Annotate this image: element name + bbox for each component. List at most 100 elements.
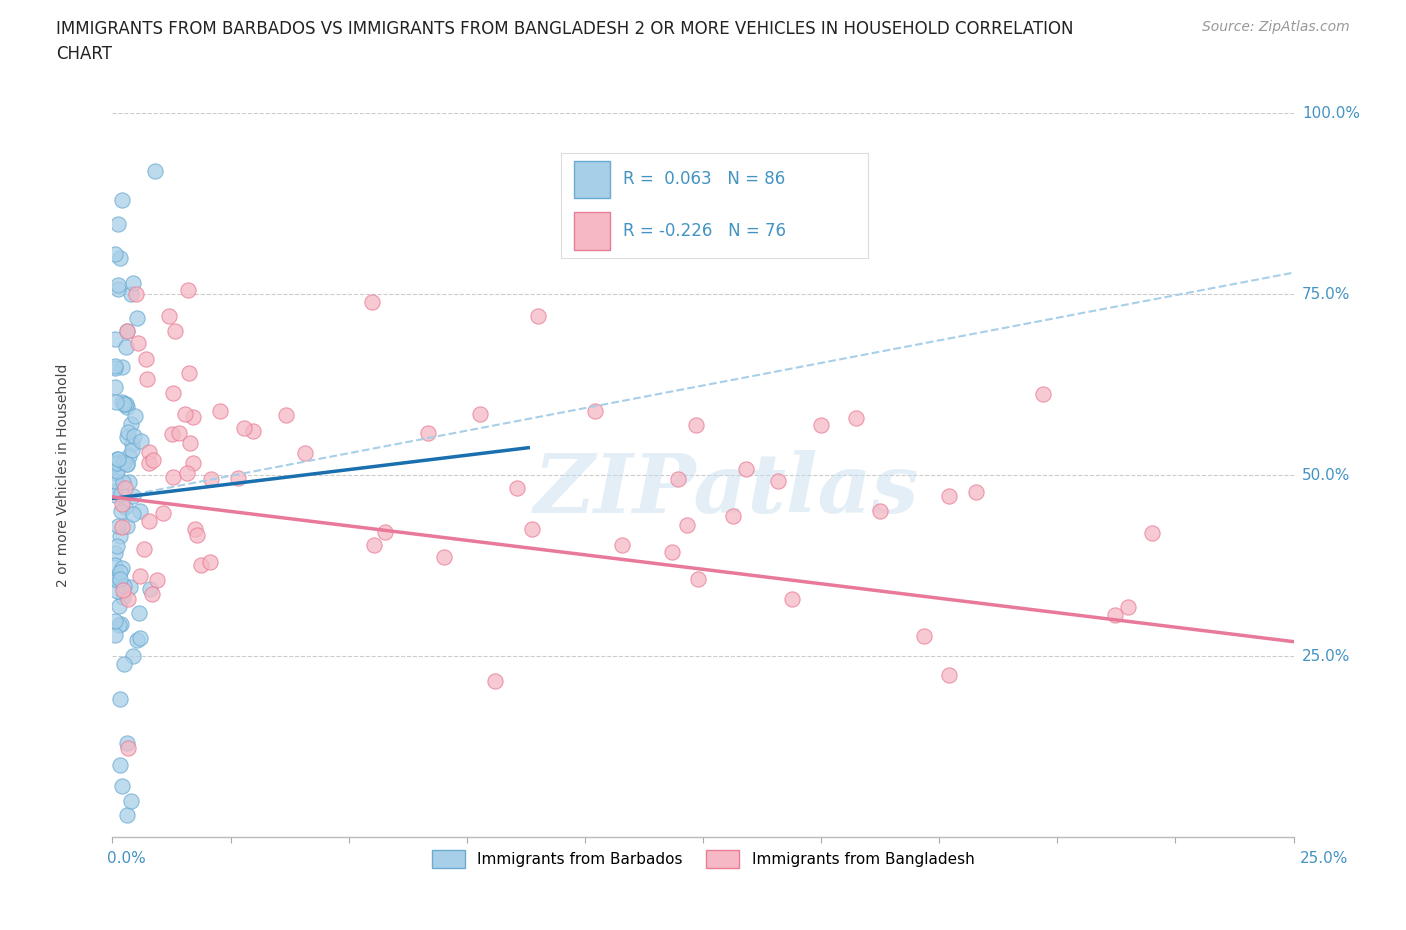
Point <box>114 481 136 496</box>
Point <box>127 311 149 325</box>
Point <box>1140 525 1163 540</box>
Point <box>115 808 138 823</box>
Point <box>115 736 138 751</box>
Text: 25.0%: 25.0% <box>1302 648 1350 664</box>
Point <box>122 275 145 290</box>
Text: 0.0%: 0.0% <box>107 852 145 867</box>
Point <box>129 631 152 645</box>
Point <box>112 583 135 598</box>
Point <box>104 558 127 573</box>
Point <box>869 504 891 519</box>
Point <box>107 452 129 467</box>
Point <box>146 572 169 587</box>
Point <box>190 557 212 572</box>
Point <box>104 246 127 261</box>
Point <box>121 443 143 458</box>
Point <box>105 451 128 466</box>
Point <box>661 545 683 560</box>
Point <box>112 657 135 671</box>
Point <box>108 565 131 579</box>
Point <box>111 359 134 374</box>
Point <box>198 554 221 569</box>
Point <box>363 538 385 552</box>
Point <box>104 457 127 472</box>
Point <box>107 518 129 533</box>
Point <box>115 323 138 338</box>
Point <box>118 579 141 594</box>
Point <box>142 452 165 467</box>
Point <box>110 617 132 631</box>
Point <box>143 164 166 179</box>
Point <box>506 480 529 495</box>
Point <box>181 410 204 425</box>
Point <box>186 528 208 543</box>
Point <box>157 309 180 324</box>
Point <box>610 538 633 552</box>
Point <box>845 411 868 426</box>
Point <box>162 385 184 400</box>
Point <box>138 514 160 529</box>
Point <box>200 472 222 486</box>
Point <box>120 417 142 432</box>
Point <box>117 400 139 415</box>
Point <box>108 599 131 614</box>
Point <box>125 632 148 647</box>
Point <box>179 436 201 451</box>
Point <box>121 488 143 503</box>
Point <box>108 691 131 706</box>
Point <box>686 572 709 587</box>
Point <box>526 309 548 324</box>
Point <box>128 569 150 584</box>
Point <box>120 793 142 808</box>
Point <box>183 456 205 471</box>
Point <box>124 429 146 444</box>
Point <box>128 504 150 519</box>
Legend: Immigrants from Barbados, Immigrants from Bangladesh: Immigrants from Barbados, Immigrants fro… <box>426 844 980 874</box>
Point <box>115 519 138 534</box>
Point <box>118 448 141 463</box>
Point <box>666 472 689 486</box>
Point <box>117 740 139 755</box>
Point <box>115 457 138 472</box>
Point <box>108 618 131 632</box>
Point <box>117 430 139 445</box>
Text: 75.0%: 75.0% <box>1302 286 1350 302</box>
Point <box>965 485 987 500</box>
Point <box>104 546 127 561</box>
Point <box>484 673 506 688</box>
Point <box>120 286 142 301</box>
Point <box>138 445 160 459</box>
Point <box>115 397 138 412</box>
Point <box>418 425 440 440</box>
Point <box>111 193 134 207</box>
Point <box>208 404 231 418</box>
Point <box>104 473 127 488</box>
Point <box>912 629 935 644</box>
Point <box>118 474 141 489</box>
Point <box>112 396 135 411</box>
Point <box>242 423 264 438</box>
Point <box>583 403 606 418</box>
Point <box>1032 386 1054 401</box>
Point <box>104 395 127 410</box>
Point <box>135 352 157 366</box>
Point <box>165 324 187 339</box>
Point <box>107 278 129 293</box>
Text: CHART: CHART <box>56 45 112 62</box>
Point <box>121 436 143 451</box>
Point <box>104 358 127 373</box>
Point <box>138 456 160 471</box>
Point <box>128 605 150 620</box>
Point <box>685 418 707 432</box>
Point <box>468 407 491 422</box>
Point <box>1116 599 1139 614</box>
Point <box>184 522 207 537</box>
Point <box>226 471 249 485</box>
Point <box>108 757 131 772</box>
Point <box>105 573 128 588</box>
Point <box>108 455 131 470</box>
Point <box>115 323 138 338</box>
Point <box>938 488 960 503</box>
Point <box>374 525 396 539</box>
Point <box>938 668 960 683</box>
